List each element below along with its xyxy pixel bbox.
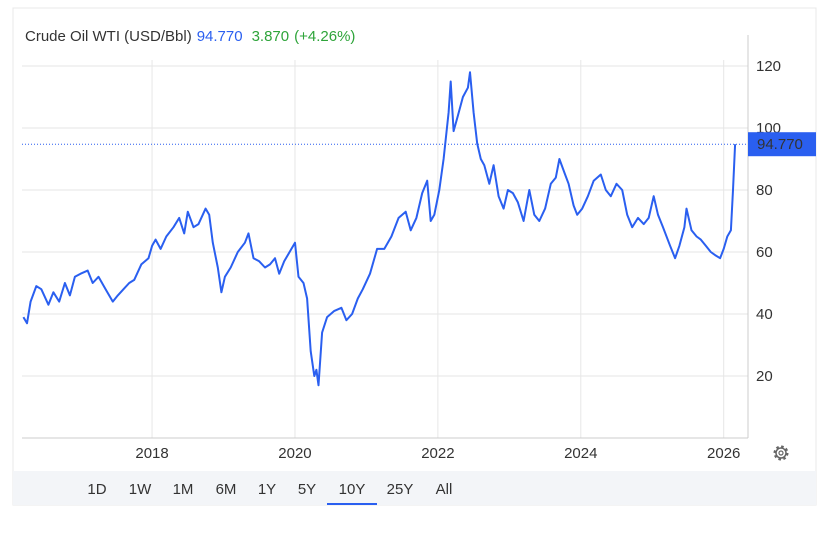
x-tick-label: 2026 bbox=[707, 445, 740, 462]
y-tick-label: 120 bbox=[756, 58, 781, 75]
y-tick-label: 60 bbox=[756, 244, 773, 261]
chart-title: Crude Oil WTI (USD/Bbl) bbox=[25, 28, 192, 45]
settings-icon[interactable] bbox=[773, 445, 789, 461]
last-price-label: 94.770 bbox=[757, 136, 803, 153]
change: 3.870 bbox=[252, 28, 290, 45]
range-button[interactable]: 1W bbox=[129, 481, 152, 498]
range-button[interactable]: 25Y bbox=[387, 481, 414, 498]
x-tick-label: 2024 bbox=[564, 445, 597, 462]
x-tick-label: 2018 bbox=[135, 445, 168, 462]
range-button[interactable]: 1Y bbox=[258, 481, 276, 498]
range-bar bbox=[13, 471, 816, 505]
range-button[interactable]: 6M bbox=[216, 481, 237, 498]
header: Crude Oil WTI (USD/Bbl) 94.770 3.870 (+4.26… bbox=[25, 28, 355, 45]
last-price-tag bbox=[748, 132, 816, 157]
range-button[interactable]: 1M bbox=[173, 481, 194, 498]
range-button[interactable]: 1D bbox=[87, 481, 106, 498]
y-tick-label: 20 bbox=[756, 368, 773, 385]
y-tick-label: 80 bbox=[756, 182, 773, 199]
range-button[interactable]: All bbox=[436, 481, 453, 498]
x-tick-label: 2020 bbox=[278, 445, 311, 462]
y-tick-label: 40 bbox=[756, 306, 773, 323]
last-price: 94.770 bbox=[197, 28, 243, 45]
range-button[interactable]: 10Y bbox=[339, 481, 366, 498]
price-line bbox=[22, 71, 737, 387]
range-button[interactable]: 5Y bbox=[298, 481, 316, 498]
change-pct: (+4.26%) bbox=[294, 28, 355, 45]
x-tick-label: 2022 bbox=[421, 445, 454, 462]
widget-frame bbox=[12, 7, 817, 506]
